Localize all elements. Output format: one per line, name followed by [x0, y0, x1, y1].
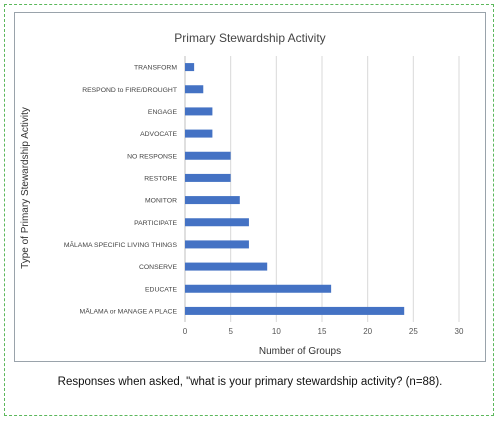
figure-caption: Responses when asked, "what is your prim… — [57, 376, 443, 388]
category-label: EDUCATE — [145, 286, 177, 293]
category-label: MĀLAMA or MANAGE A PLACE — [80, 307, 178, 315]
category-label: MĀLAMA SPECIFIC LIVING THINGS — [64, 241, 178, 249]
figure-border — [4, 4, 494, 416]
bar — [185, 107, 213, 116]
category-labels: TRANSFORM RESPOND to FIRE/DROUGHT ENGAGE AD… — [64, 65, 178, 316]
category-label: ADVOCATE — [140, 131, 177, 138]
bar — [185, 306, 405, 315]
bar — [185, 151, 231, 160]
bars — [185, 63, 405, 315]
x-axis-label: Number of Groups — [259, 346, 341, 357]
x-tick-label: 25 — [409, 327, 418, 336]
category-label: RESTORE — [144, 175, 177, 182]
y-axis-label: Type of Primary Stewardship Activity — [20, 107, 31, 269]
bar — [185, 129, 213, 138]
category-label: TRANSFORM — [134, 65, 177, 72]
category-label: MONITOR — [145, 198, 177, 205]
x-tick-label: 0 — [183, 327, 188, 336]
x-tick-label: 15 — [318, 327, 327, 336]
gridlines — [184, 56, 460, 322]
x-tick-label: 10 — [272, 327, 281, 336]
category-label: CONSERVE — [139, 264, 177, 271]
bar — [185, 262, 268, 271]
bar — [185, 240, 249, 249]
bar — [185, 284, 332, 293]
x-tick-labels: 0 5 10 15 20 25 30 — [183, 327, 464, 336]
bar — [185, 218, 249, 227]
x-tick-label: 30 — [455, 327, 464, 336]
bar — [185, 173, 231, 182]
bar — [185, 63, 195, 72]
category-label: ENGAGE — [148, 109, 178, 116]
category-label: RESPOND to FIRE/DROUGHT — [82, 87, 177, 94]
category-label: PARTICIPATE — [134, 220, 177, 227]
x-tick-label: 5 — [228, 327, 233, 336]
bar — [185, 85, 204, 94]
x-tick-label: 20 — [363, 327, 372, 336]
category-label: NO RESPONSE — [127, 153, 177, 160]
bar — [185, 196, 240, 205]
chart-title: Primary Stewardship Activity — [174, 31, 325, 45]
chart-area — [14, 12, 486, 362]
